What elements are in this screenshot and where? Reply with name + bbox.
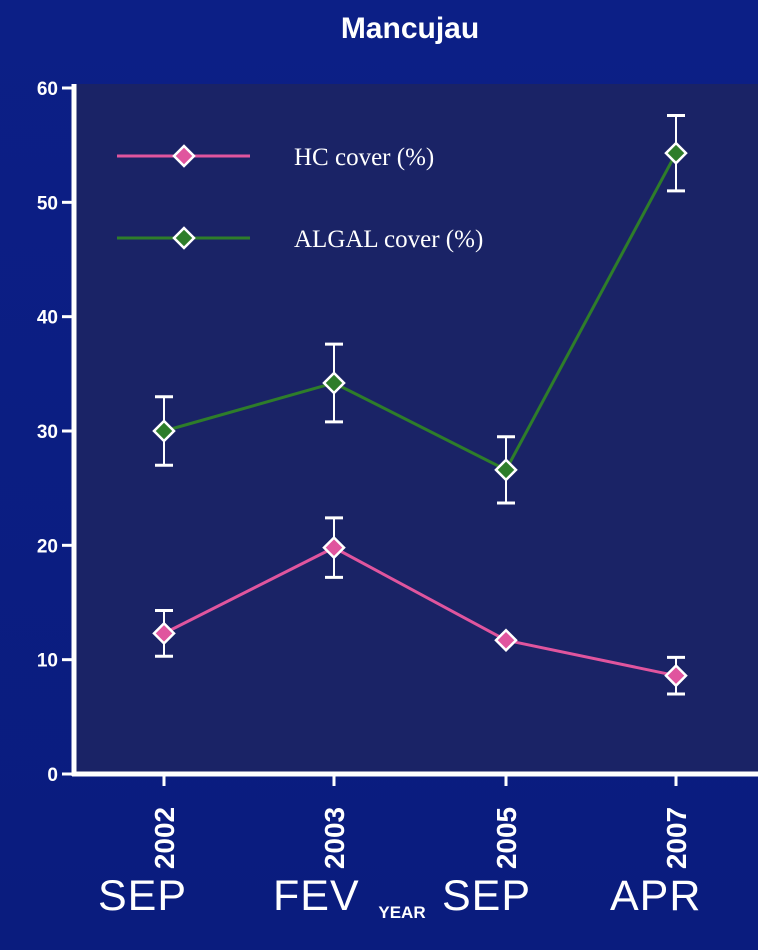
y-tick-label-60: 60 [37, 79, 58, 100]
y-tick-group: 0 10 20 30 40 50 60 [37, 79, 74, 786]
x-tick-label-2002: 2002 [149, 807, 180, 869]
x-tick-group: 2002 2003 2005 2007 [149, 774, 692, 869]
y-tick-label-30: 30 [37, 422, 58, 443]
legend: HC cover (%) ALGAL cover (%) [117, 144, 483, 253]
series-line-0 [163, 545, 677, 678]
data-point-0-1 [322, 535, 346, 560]
month-label-0: SEP [98, 872, 188, 920]
month-label-2: SEP [442, 872, 532, 920]
x-tick-label-2003: 2003 [319, 807, 350, 869]
data-point-1-0 [152, 419, 176, 443]
x-tick-label-2007: 2007 [661, 807, 692, 869]
chart-title: Mancujau [341, 12, 479, 45]
y-tick-label-40: 40 [37, 308, 58, 329]
series-line-1 [163, 152, 678, 472]
data-point-0-3 [664, 663, 688, 688]
legend-label-1: ALGAL cover (%) [294, 226, 483, 253]
y-tick-label-20: 20 [37, 536, 58, 557]
legend-marker-1 [172, 226, 196, 250]
x-tick-label-2005: 2005 [491, 807, 522, 869]
plot-area [74, 84, 758, 774]
y-tick-label-50: 50 [37, 193, 58, 214]
data-point-1-2 [494, 458, 518, 482]
x-axis-label: YEAR [378, 903, 425, 922]
y-tick-label-10: 10 [37, 651, 58, 672]
month-label-3: APR [610, 872, 702, 920]
series-group [152, 113, 688, 696]
data-point-1-1 [322, 371, 346, 395]
legend-label-0: HC cover (%) [294, 144, 434, 171]
legend-marker-0 [172, 144, 196, 168]
month-label-1: FEV [273, 872, 360, 920]
data-point-0-2 [494, 628, 518, 652]
data-point-1-3 [664, 141, 688, 165]
data-point-0-0 [152, 621, 176, 646]
y-tick-label-0: 0 [47, 765, 58, 786]
